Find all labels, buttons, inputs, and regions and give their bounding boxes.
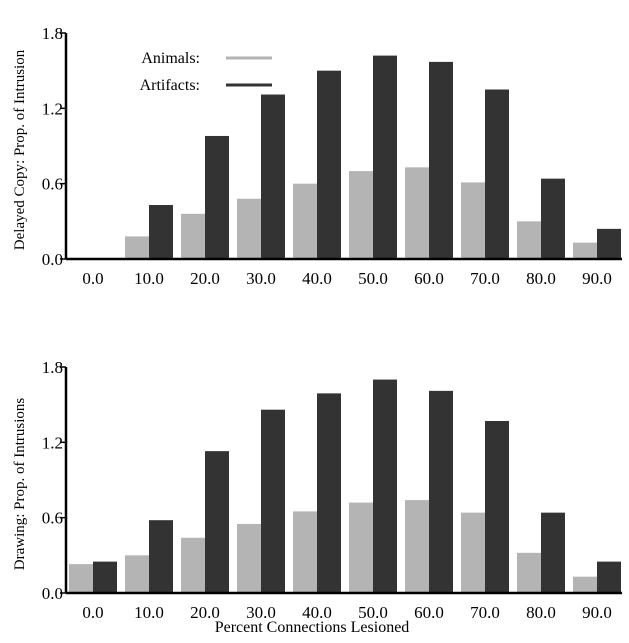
y-tick-label: 0.6 xyxy=(42,175,63,194)
bar-animals-80.0 xyxy=(517,552,541,593)
bar-artifacts-20.0 xyxy=(205,135,229,259)
legend-label-animals: Animals: xyxy=(141,50,200,67)
y-axis-label: Delayed Copy: Prop. of Intrusion xyxy=(12,49,28,250)
bar-animals-10.0 xyxy=(125,236,149,259)
bar-animals-10.0 xyxy=(125,555,149,593)
bar-animals-20.0 xyxy=(181,213,205,259)
bar-artifacts-90.0 xyxy=(597,228,621,259)
y-tick-label: 1.8 xyxy=(42,358,63,377)
bar-animals-50.0 xyxy=(349,171,373,259)
bar-artifacts-0.0 xyxy=(93,561,117,593)
bar-animals-90.0 xyxy=(573,242,597,259)
bar-artifacts-50.0 xyxy=(373,55,397,259)
bar-animals-40.0 xyxy=(293,511,317,593)
bar-artifacts-30.0 xyxy=(261,94,285,260)
x-tick-label: 70.0 xyxy=(470,603,500,622)
bar-artifacts-70.0 xyxy=(485,420,509,593)
bar-animals-30.0 xyxy=(237,198,261,259)
x-axis-label: Percent Connections Lesioned xyxy=(215,619,410,636)
bar-animals-20.0 xyxy=(181,537,205,593)
panel-delayed-copy: 0.0 10.0 20.0 30.0 40.0 50.0 60.0 70.0 80.0 90.0 0… xyxy=(12,24,622,288)
x-tick-label: 90.0 xyxy=(582,269,612,288)
y-tick-label: 1.2 xyxy=(42,99,63,118)
x-tick-label: 0.0 xyxy=(82,269,103,288)
bar-artifacts-50.0 xyxy=(373,379,397,593)
bar-animals-40.0 xyxy=(293,183,317,259)
bar-artifacts-10.0 xyxy=(149,520,173,593)
x-tick-label: 80.0 xyxy=(526,269,556,288)
bar-animals-70.0 xyxy=(461,182,485,259)
bar-artifacts-60.0 xyxy=(429,61,453,259)
y-tick-label: 0.0 xyxy=(42,584,63,603)
bar-animals-60.0 xyxy=(405,500,429,593)
bar-animals-50.0 xyxy=(349,502,373,593)
bar-animals-0.0 xyxy=(69,564,93,593)
x-tick-label: 80.0 xyxy=(526,603,556,622)
bar-animals-60.0 xyxy=(405,167,429,259)
x-tick-label: 10.0 xyxy=(134,269,164,288)
y-axis-label: Drawing: Prop. of Intrusions xyxy=(12,398,28,571)
legend: Animals: Artifacts: xyxy=(140,50,272,94)
x-tick-label: 40.0 xyxy=(302,603,332,622)
bar-animals-80.0 xyxy=(517,221,541,259)
x-tick-label: 20.0 xyxy=(190,603,220,622)
bar-animals-70.0 xyxy=(461,512,485,593)
x-tick-label: 60.0 xyxy=(414,269,444,288)
x-tick-label: 30.0 xyxy=(246,269,276,288)
bar-animals-90.0 xyxy=(573,576,597,593)
x-tick-label: 50.0 xyxy=(358,603,388,622)
x-tick-label: 70.0 xyxy=(470,269,500,288)
bar-artifacts-10.0 xyxy=(149,205,173,259)
x-tick-label: 60.0 xyxy=(414,603,444,622)
x-tick-label: 90.0 xyxy=(582,603,612,622)
bar-artifacts-80.0 xyxy=(541,178,565,259)
bar-artifacts-30.0 xyxy=(261,409,285,593)
bar-animals-30.0 xyxy=(237,523,261,593)
legend-label-artifacts: Artifacts: xyxy=(140,77,200,94)
x-tick-label: 10.0 xyxy=(134,603,164,622)
x-tick-label: 40.0 xyxy=(302,269,332,288)
panel-drawing: 0.0 10.0 20.0 30.0 40.0 50.0 60.0 70.0 80.0 90.0 0… xyxy=(12,358,622,636)
bar-artifacts-80.0 xyxy=(541,512,565,593)
y-tick-label: 0.6 xyxy=(42,509,63,528)
bar-artifacts-40.0 xyxy=(317,393,341,593)
x-tick-label: 0.0 xyxy=(82,603,103,622)
bar-artifacts-60.0 xyxy=(429,390,453,593)
bar-artifacts-90.0 xyxy=(597,561,621,593)
y-tick-label: 1.2 xyxy=(42,433,63,452)
x-tick-label: 50.0 xyxy=(358,269,388,288)
bar-artifacts-70.0 xyxy=(485,89,509,259)
bar-artifacts-20.0 xyxy=(205,451,229,593)
x-tick-label: 20.0 xyxy=(190,269,220,288)
bar-artifacts-40.0 xyxy=(317,70,341,260)
y-tick-label: 1.8 xyxy=(42,24,63,43)
x-tick-label: 30.0 xyxy=(246,603,276,622)
y-tick-label: 0.0 xyxy=(42,250,63,269)
